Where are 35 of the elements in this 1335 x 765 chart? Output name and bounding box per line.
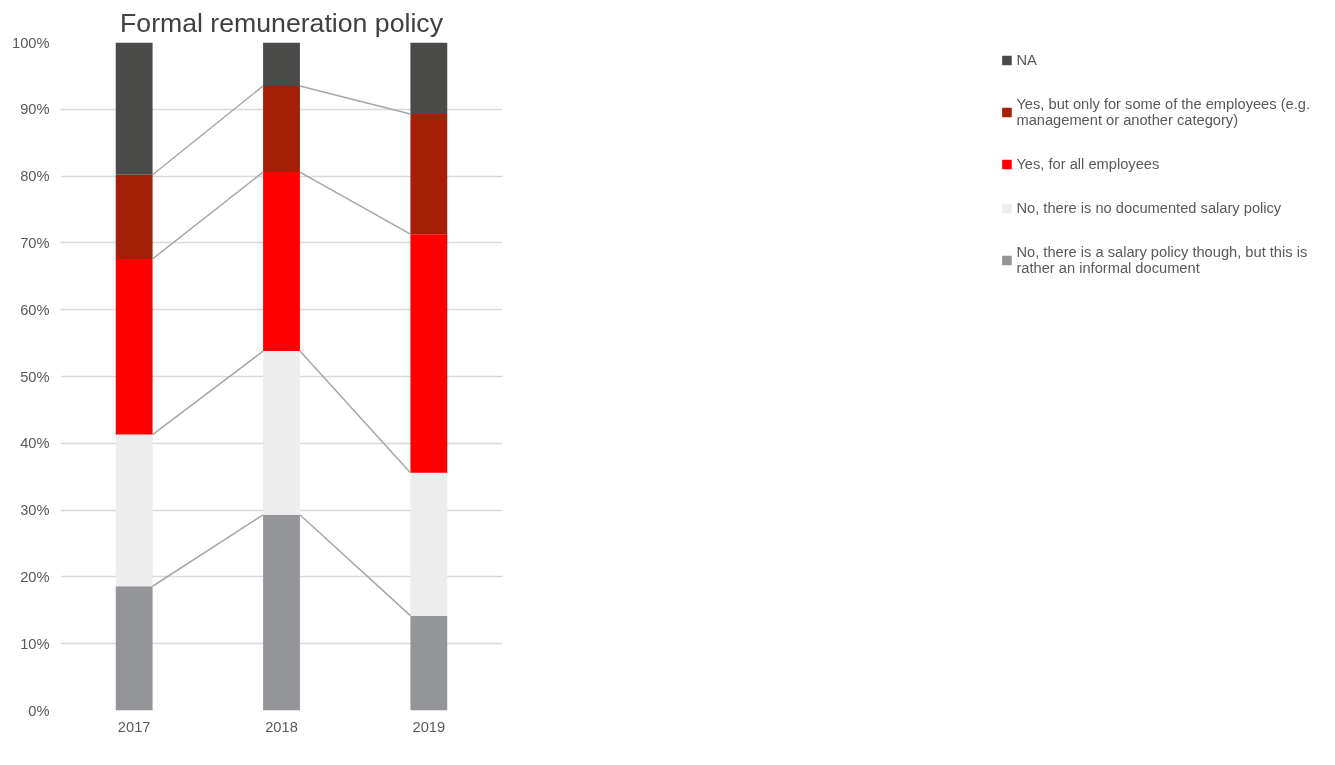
x-tick-label: 2019 (412, 718, 446, 735)
x-tick-label: 2017 (117, 718, 151, 735)
y-tick-label: 60% (20, 301, 50, 318)
x-tick-label: 2018 (265, 718, 298, 735)
y-tick-label: 30% (20, 502, 50, 519)
bar (263, 42, 300, 86)
bar (410, 42, 448, 114)
y-tick-label: 90% (20, 101, 50, 118)
bar (115, 258, 153, 435)
bar (263, 85, 300, 173)
bar (263, 172, 300, 352)
legend-label: No, there is no documented salary policy (1016, 200, 1282, 216)
bar (410, 113, 448, 235)
bar (410, 472, 448, 616)
bar (115, 174, 153, 259)
legend-label: No, there is a salary policy though, but this is rather an informal document (1016, 244, 1308, 276)
bar (115, 586, 153, 711)
y-tick-label: 40% (20, 435, 50, 452)
y-tick-label: 80% (20, 168, 50, 185)
bar (115, 42, 153, 175)
legend-label: Yes, for all employees (1016, 156, 1160, 172)
y-tick-label: 50% (20, 368, 50, 385)
bar (115, 434, 153, 587)
y-tick-label: 10% (20, 635, 50, 652)
legend-label: NA (1016, 52, 1037, 68)
y-tick-label: 100% (12, 34, 50, 51)
y-tick-label: 0% (28, 702, 50, 719)
bar (410, 615, 448, 711)
chart-title: Formal remuneration policy (120, 7, 444, 38)
y-tick-label: 20% (20, 568, 50, 585)
bar (410, 234, 448, 473)
y-tick-label: 70% (20, 234, 50, 251)
legend-label: Yes, but only for some of the employees (e.g. management or another category) (1016, 96, 1310, 128)
bar (263, 514, 300, 711)
bar (263, 351, 300, 515)
